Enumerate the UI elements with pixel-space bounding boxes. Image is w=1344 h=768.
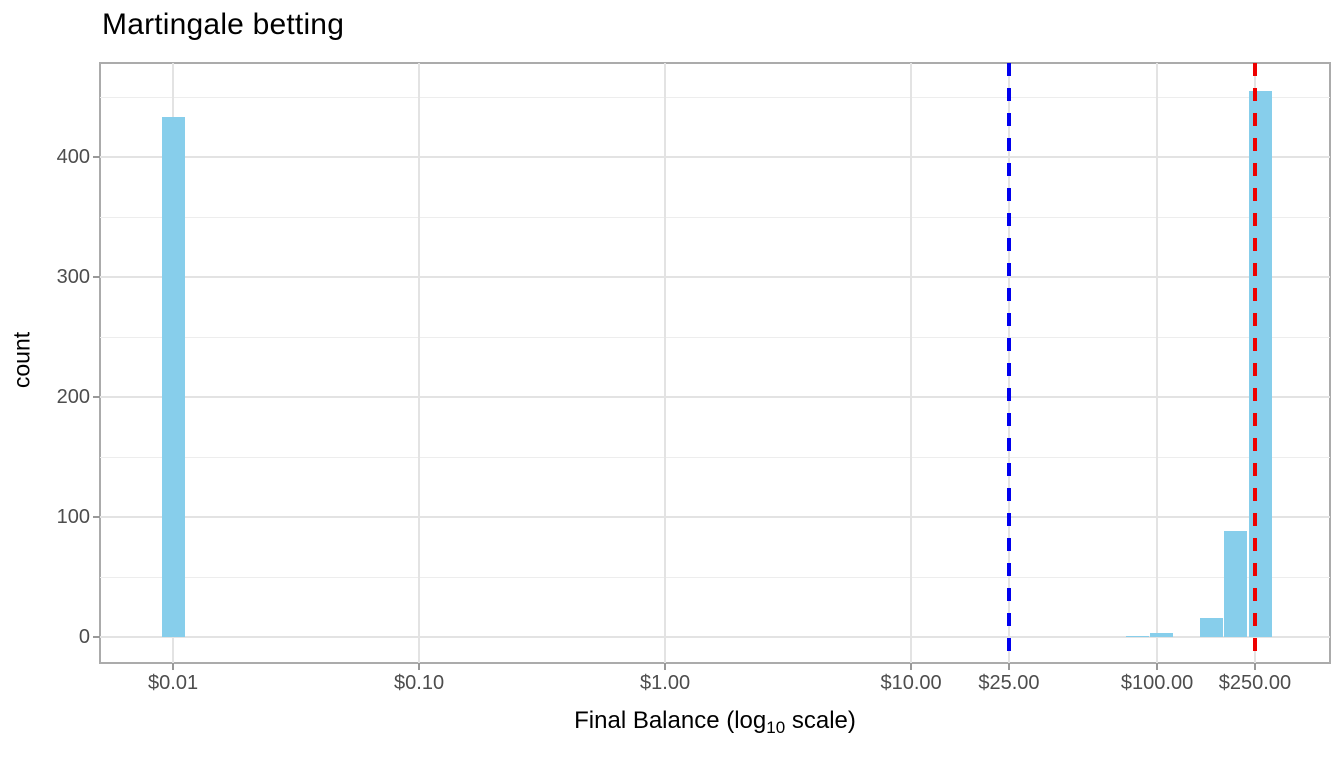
x-tick-label: $250.00 [1218, 672, 1292, 694]
y-tick-mark [93, 156, 100, 158]
x-tick-label: $10.00 [880, 672, 942, 694]
x-tick-mark [1253, 663, 1256, 670]
y-tick-mark [93, 396, 100, 398]
x-axis-title: Final Balance (log10 scale) [415, 707, 1015, 738]
y-gridline-major [100, 636, 1330, 638]
x-axis-title-text-2: scale) [785, 707, 856, 734]
y-gridline-major [100, 396, 1330, 398]
plot-title: Martingale betting [102, 8, 345, 41]
x-tick-mark [1156, 663, 1159, 670]
y-gridline-minor [100, 456, 1330, 458]
x-tick-mark [418, 663, 421, 670]
y-gridline-major [100, 516, 1330, 518]
x-tick-label: $0.10 [394, 672, 445, 694]
y-axis-title: count [8, 331, 35, 389]
histogram-bar [1199, 617, 1223, 637]
x-tick-mark [664, 663, 667, 670]
x-tick-label: $0.01 [148, 672, 199, 694]
x-tick-mark [172, 663, 175, 670]
y-tick-label: 100 [56, 506, 90, 528]
y-tick-label: 400 [56, 146, 90, 168]
y-gridline-minor [100, 576, 1330, 578]
y-gridline-minor [100, 216, 1330, 218]
y-gridline-minor [100, 96, 1330, 98]
histogram-bar [1125, 635, 1149, 637]
red-dashed-line [1252, 63, 1257, 663]
x-tick-label: $1.00 [640, 672, 691, 694]
x-axis-title-text: Final Balance (log [574, 707, 767, 734]
y-tick-mark [93, 636, 100, 638]
y-tick-label: 300 [56, 266, 90, 288]
x-tick-mark [1007, 663, 1010, 670]
y-gridline-minor [100, 336, 1330, 338]
y-gridline-major [100, 156, 1330, 158]
x-axis-title-subscript: 10 [766, 718, 786, 737]
plot-panel [99, 62, 1331, 664]
x-gridline [664, 63, 667, 663]
y-tick-label: 0 [78, 626, 90, 648]
histogram-bar [1224, 531, 1248, 637]
x-tick-mark [910, 663, 913, 670]
x-gridline [1156, 63, 1159, 663]
y-tick-mark [93, 276, 100, 278]
y-tick-mark [93, 516, 100, 518]
x-gridline [910, 63, 913, 663]
histogram-bar [1150, 633, 1174, 637]
y-tick-label: 200 [56, 386, 90, 408]
blue-dashed-line [1006, 63, 1011, 663]
x-tick-label: $100.00 [1120, 672, 1194, 694]
y-gridline-major [100, 276, 1330, 278]
x-gridline [418, 63, 421, 663]
histogram-bar [161, 117, 185, 637]
x-tick-label: $25.00 [978, 672, 1040, 694]
